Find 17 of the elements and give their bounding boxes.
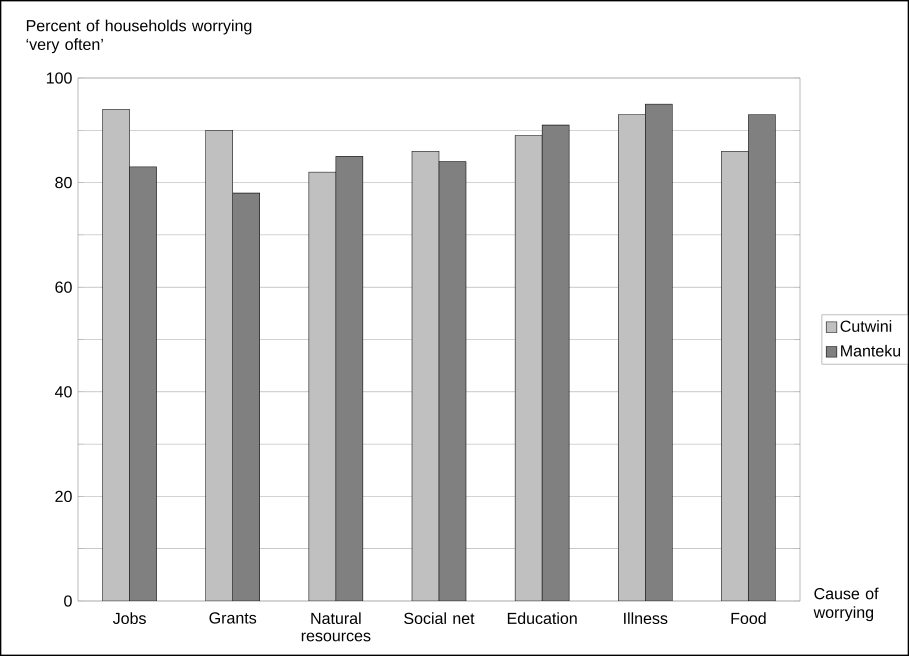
y-tick-label: 100 [46,72,72,84]
legend-label: Manteku [841,344,900,357]
y-tick-label: 80 [55,176,72,188]
x-axis-title: Cause of worrying [814,588,879,622]
y-tick-label: 0 [64,595,72,607]
y-axis-title: Percent of households worrying ‘very often’ [26,20,252,54]
y-tick-label: 40 [54,386,72,398]
x-tick-label: Natural resources [302,612,370,642]
x-tick-label: Education [508,612,577,624]
x-tick-label: Grants [210,612,256,624]
y-tick-label: 60 [55,282,72,293]
x-tick-label: Social net [404,612,474,624]
x-tick-label: Illness [624,612,668,624]
y-tick-label: 20 [55,490,72,502]
legend-label: Cutwini [840,320,892,332]
x-tick-label: Food [732,612,766,624]
x-tick-label: Jobs [112,612,146,624]
